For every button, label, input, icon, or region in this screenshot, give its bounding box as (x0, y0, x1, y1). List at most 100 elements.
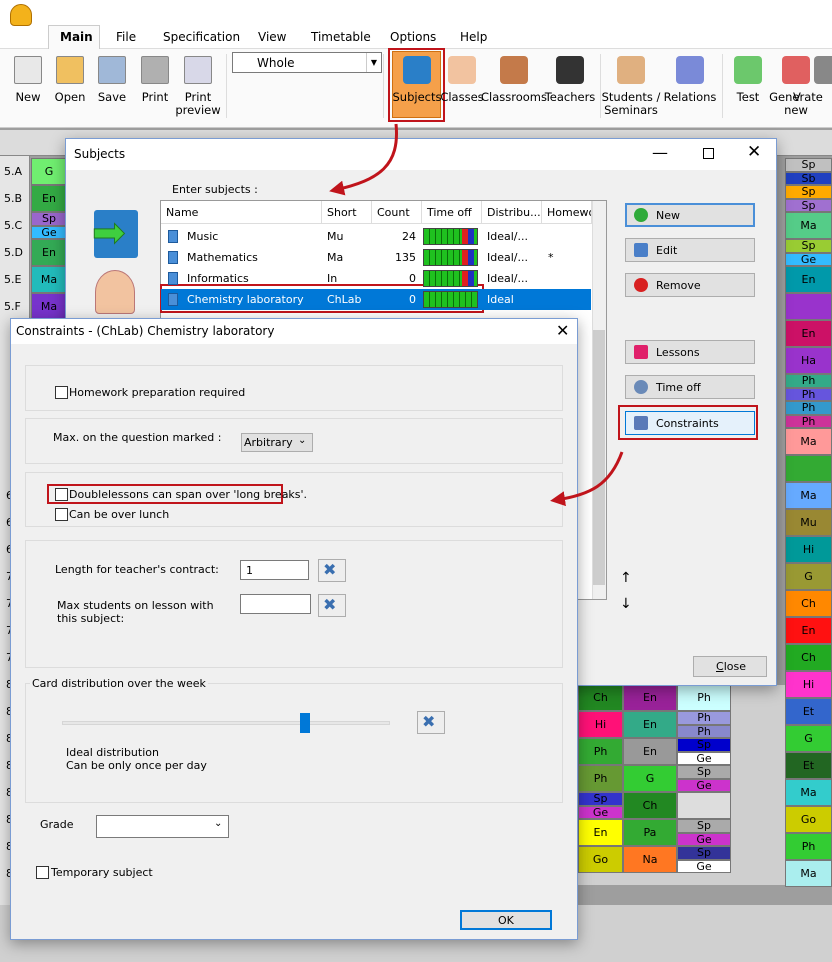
row-label: 7 (6, 651, 13, 664)
time-off-block (462, 271, 474, 286)
tool-icon: ✖ (422, 712, 436, 731)
row-label: 8 (6, 678, 13, 691)
tool-button[interactable] (318, 559, 346, 582)
view-select-value: Whole (257, 56, 295, 70)
subject-name: Chemistry laboratory (187, 293, 304, 306)
module-icon (403, 56, 431, 84)
slider-track[interactable] (62, 721, 390, 725)
tool-icon: ✖ (323, 595, 337, 614)
row-label: 8 (6, 840, 13, 853)
button-icon (634, 243, 648, 257)
time-off-block (462, 250, 474, 265)
column-header: Count (372, 201, 422, 224)
checkbox[interactable] (55, 386, 68, 399)
timetable-cell: Go (578, 846, 623, 873)
timetable-cell: Mu (785, 509, 832, 536)
checkbox[interactable] (36, 866, 49, 879)
app-icon[interactable] (10, 4, 32, 26)
window-titlebar (0, 0, 832, 24)
dropdown[interactable] (96, 815, 229, 838)
subject-count: 24 (402, 230, 416, 243)
dropdown[interactable] (241, 433, 313, 452)
move-down[interactable]: ↓ (620, 596, 632, 612)
timetable-cell: Ma (785, 428, 832, 455)
minimize-button[interactable]: — (652, 143, 668, 162)
timetable-cell: Hi (578, 711, 623, 738)
row-label: 5.F (4, 300, 21, 313)
timetable-cell: Ph (785, 401, 832, 415)
checkbox[interactable] (55, 508, 68, 521)
highlight-box (47, 484, 283, 504)
timetable-cell: En (623, 738, 677, 765)
dropdown-value: Arbitrary (244, 436, 293, 449)
module-label: Test (736, 90, 760, 104)
move-up[interactable]: ↑ (620, 570, 632, 586)
timetable-cell: Pa (623, 819, 677, 846)
module-label: Relations (663, 90, 717, 104)
input-value: 1 (246, 564, 253, 577)
subject-short: ChLab (327, 293, 362, 306)
tool-button[interactable] (417, 711, 445, 734)
module-icon (676, 56, 704, 84)
toolbar-icon (56, 56, 84, 84)
annotation-arrow (550, 451, 624, 507)
toolbar-label: Open (54, 90, 86, 104)
module-icon (500, 56, 528, 84)
timetable-cell: Ge (677, 859, 731, 873)
button-icon (634, 416, 648, 430)
field-label: Max students on lesson with this subject… (57, 599, 214, 625)
subject-icon (168, 230, 178, 243)
close-x[interactable]: ✕ (747, 142, 762, 162)
row-label: 5.A (4, 165, 23, 178)
row-label: 8 (6, 732, 13, 745)
maximize-button[interactable] (703, 148, 714, 159)
text-input[interactable] (240, 560, 309, 580)
timetable-cell (785, 293, 832, 320)
checkbox-label: Can be over lunch (69, 508, 170, 521)
close-x[interactable]: ✕ (556, 321, 570, 340)
highlight-box (388, 48, 445, 122)
timetable-cell: Hi (785, 671, 832, 698)
ribbon-tab: Specification (163, 30, 241, 44)
timetable-cell: Ge (578, 805, 623, 819)
group (25, 418, 563, 464)
module-icon (782, 56, 810, 84)
module-label: Subjects (392, 90, 442, 104)
separator (226, 54, 227, 118)
separator (600, 54, 601, 118)
subject-short: In (327, 272, 338, 285)
timetable-cell: Ph (578, 765, 623, 792)
row-label: 6 (6, 543, 13, 556)
scroll-thumb[interactable] (593, 330, 605, 585)
row-label: 6 (6, 516, 13, 529)
timetable-cell: Sp (677, 846, 731, 860)
timetable-cell: Na (623, 846, 677, 873)
subject-icon (168, 272, 178, 285)
view-select[interactable] (232, 52, 382, 73)
ribbon-tab: Timetable (311, 30, 371, 44)
ribbon-tab: Options (390, 30, 437, 44)
checkbox[interactable] (55, 488, 68, 501)
distribution-name: Ideal distribution (66, 746, 159, 759)
toolbar-label: Print preview (175, 90, 221, 117)
row-label: 8 (6, 786, 13, 799)
timetable-cell: Ma (785, 779, 832, 806)
import-arrow: ➡ (92, 210, 127, 257)
column-header: Short (322, 201, 372, 224)
slider-thumb[interactable] (300, 713, 310, 733)
subject-icon (168, 293, 178, 306)
timetable-cell: Ge (677, 751, 731, 765)
field-label: Max. on the question marked : (53, 431, 222, 444)
subject-count: 0 (409, 272, 416, 285)
row-label: 5.E (4, 273, 22, 286)
toolbar-icon (14, 56, 42, 84)
dialog-title: Constraints - (ChLab) Chemistry laborato… (16, 324, 275, 338)
button-label: Remove (656, 279, 701, 292)
subject-homework: * (548, 251, 554, 264)
close-button[interactable] (693, 656, 767, 677)
ok-button[interactable] (460, 910, 552, 930)
text-input[interactable] (240, 594, 311, 614)
tool-button[interactable] (318, 594, 346, 617)
module-label: Generate new (769, 90, 823, 117)
timetable-cell: Sp (578, 792, 623, 806)
